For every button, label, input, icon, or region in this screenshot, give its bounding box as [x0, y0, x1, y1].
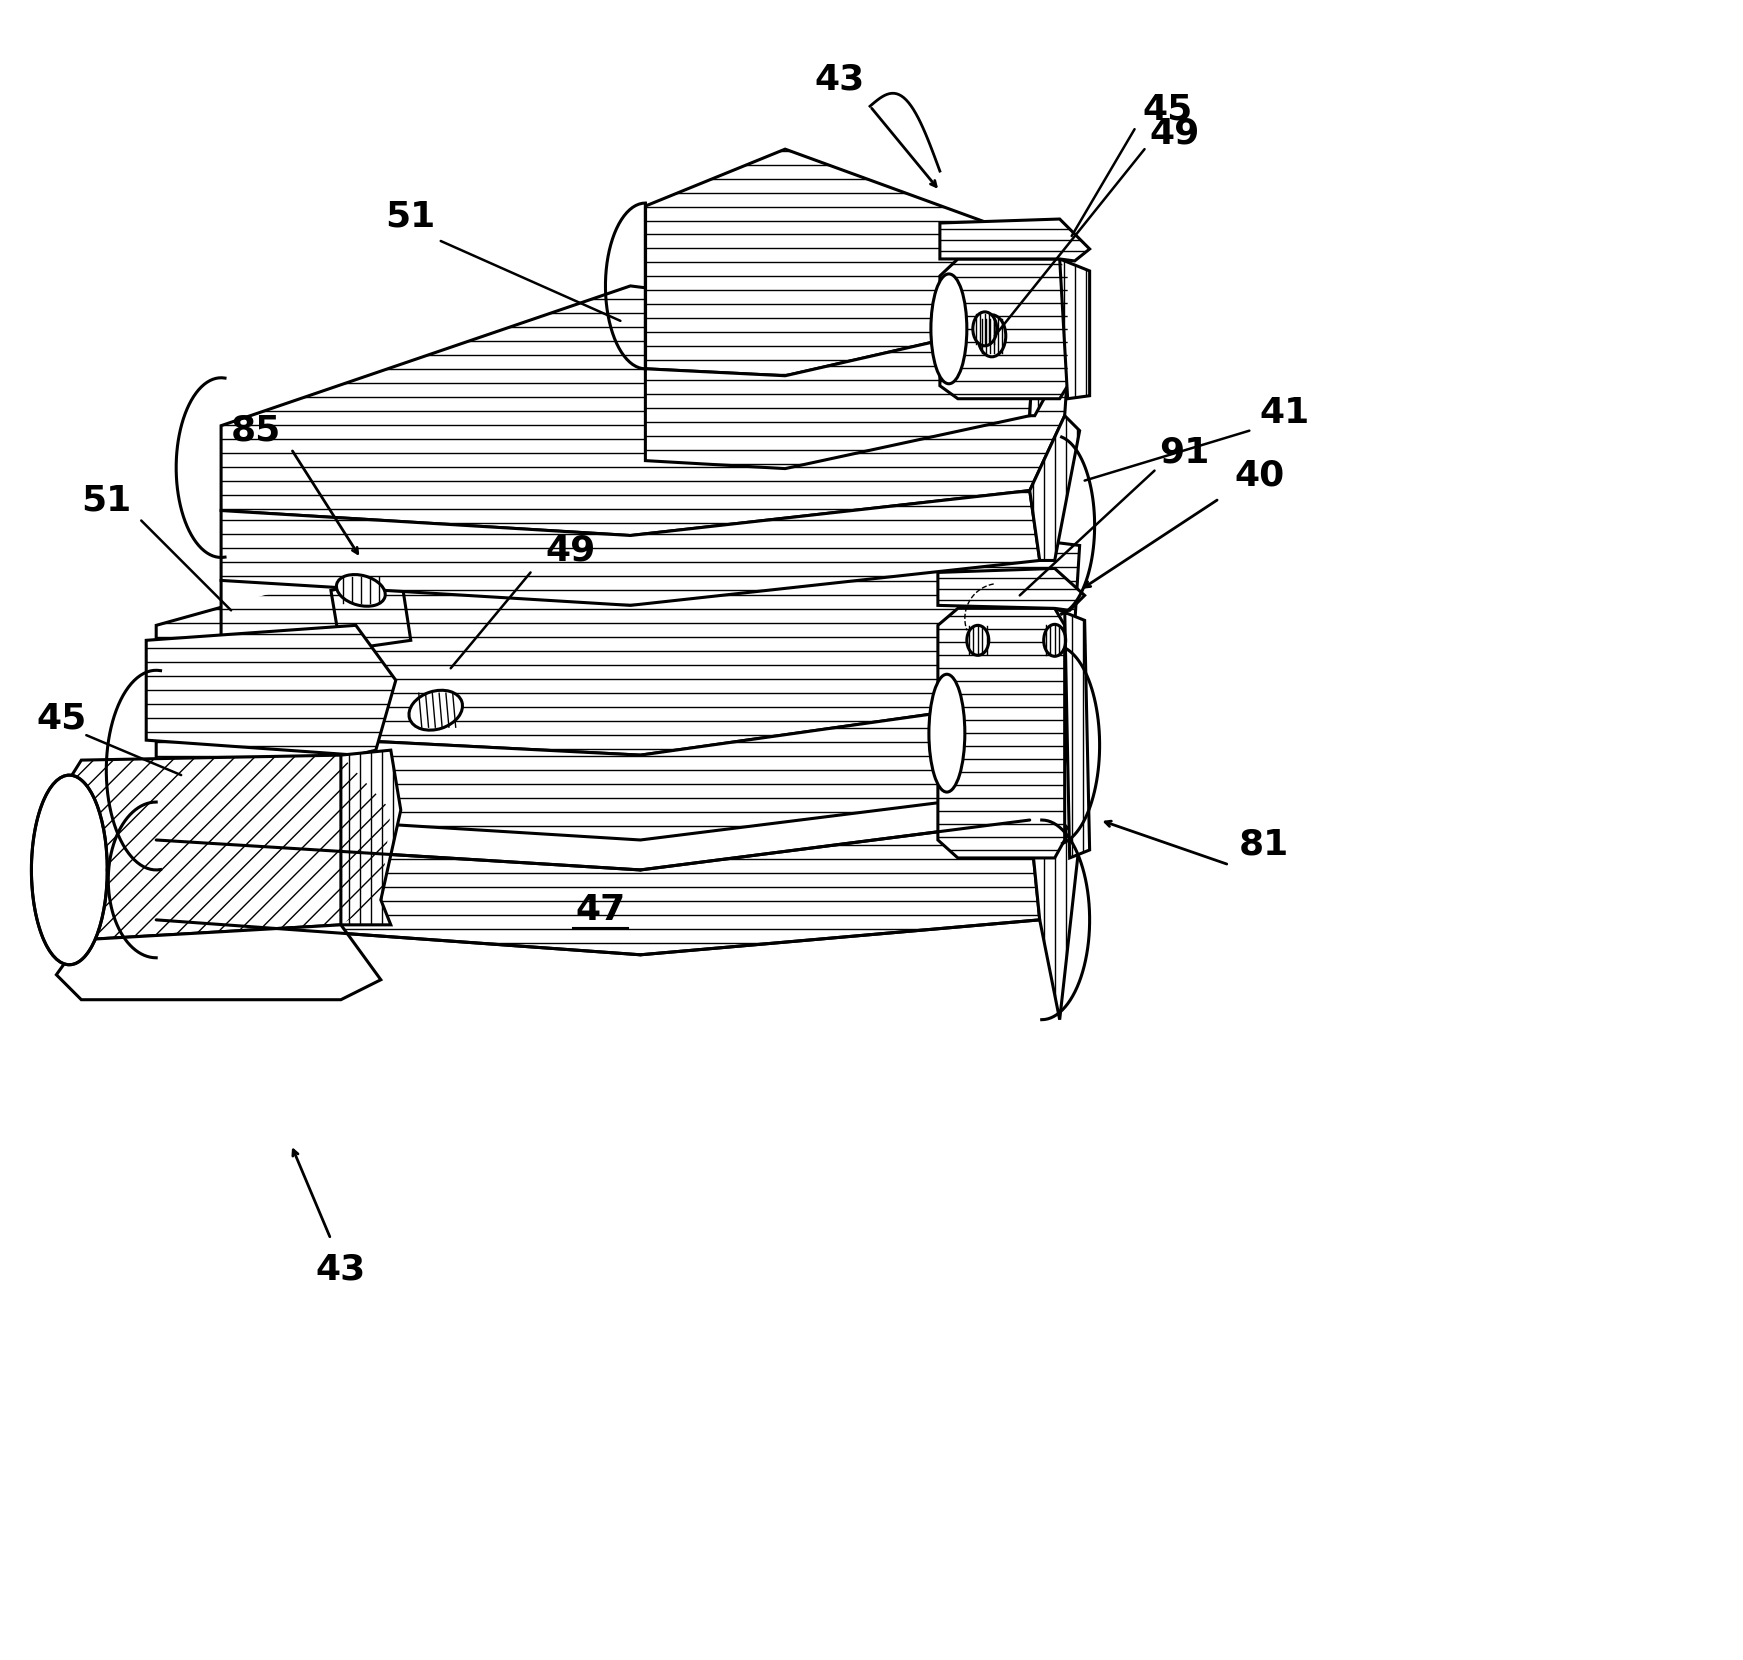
- Ellipse shape: [931, 274, 967, 383]
- Ellipse shape: [967, 626, 988, 656]
- Text: 40: 40: [1234, 458, 1285, 493]
- Polygon shape: [221, 571, 401, 641]
- Polygon shape: [938, 608, 1065, 858]
- Polygon shape: [939, 259, 1068, 398]
- Ellipse shape: [410, 691, 462, 730]
- Text: 45: 45: [37, 701, 87, 735]
- Polygon shape: [157, 820, 1041, 954]
- Text: 91: 91: [1159, 435, 1210, 470]
- Polygon shape: [56, 925, 380, 999]
- Text: 51: 51: [82, 483, 131, 518]
- Text: 51: 51: [385, 199, 436, 232]
- Polygon shape: [146, 626, 396, 755]
- Ellipse shape: [31, 775, 108, 964]
- Polygon shape: [1060, 259, 1089, 398]
- Polygon shape: [645, 149, 1065, 375]
- Polygon shape: [645, 319, 1035, 468]
- Text: 43: 43: [315, 1252, 366, 1287]
- Polygon shape: [1030, 415, 1079, 561]
- Text: 43: 43: [816, 63, 865, 96]
- Ellipse shape: [336, 574, 385, 606]
- Ellipse shape: [1044, 624, 1065, 656]
- Polygon shape: [221, 491, 1041, 606]
- Text: 49: 49: [546, 533, 596, 568]
- Text: 85: 85: [230, 413, 281, 448]
- Polygon shape: [342, 750, 401, 925]
- Text: 45: 45: [1142, 93, 1192, 126]
- Text: 81: 81: [1239, 828, 1290, 862]
- Text: 41: 41: [1258, 395, 1309, 430]
- Polygon shape: [221, 286, 1070, 536]
- Text: 49: 49: [1149, 116, 1199, 149]
- Text: 47: 47: [575, 893, 626, 926]
- Polygon shape: [157, 701, 1041, 840]
- Polygon shape: [1030, 820, 1079, 1019]
- Ellipse shape: [978, 315, 1006, 357]
- Polygon shape: [939, 219, 1089, 261]
- Polygon shape: [1030, 626, 1084, 795]
- Polygon shape: [157, 491, 1079, 755]
- Polygon shape: [56, 755, 390, 940]
- Ellipse shape: [929, 674, 966, 792]
- Polygon shape: [938, 568, 1084, 611]
- Polygon shape: [1030, 251, 1068, 415]
- Ellipse shape: [973, 312, 997, 345]
- Polygon shape: [331, 576, 411, 651]
- Polygon shape: [1055, 608, 1089, 858]
